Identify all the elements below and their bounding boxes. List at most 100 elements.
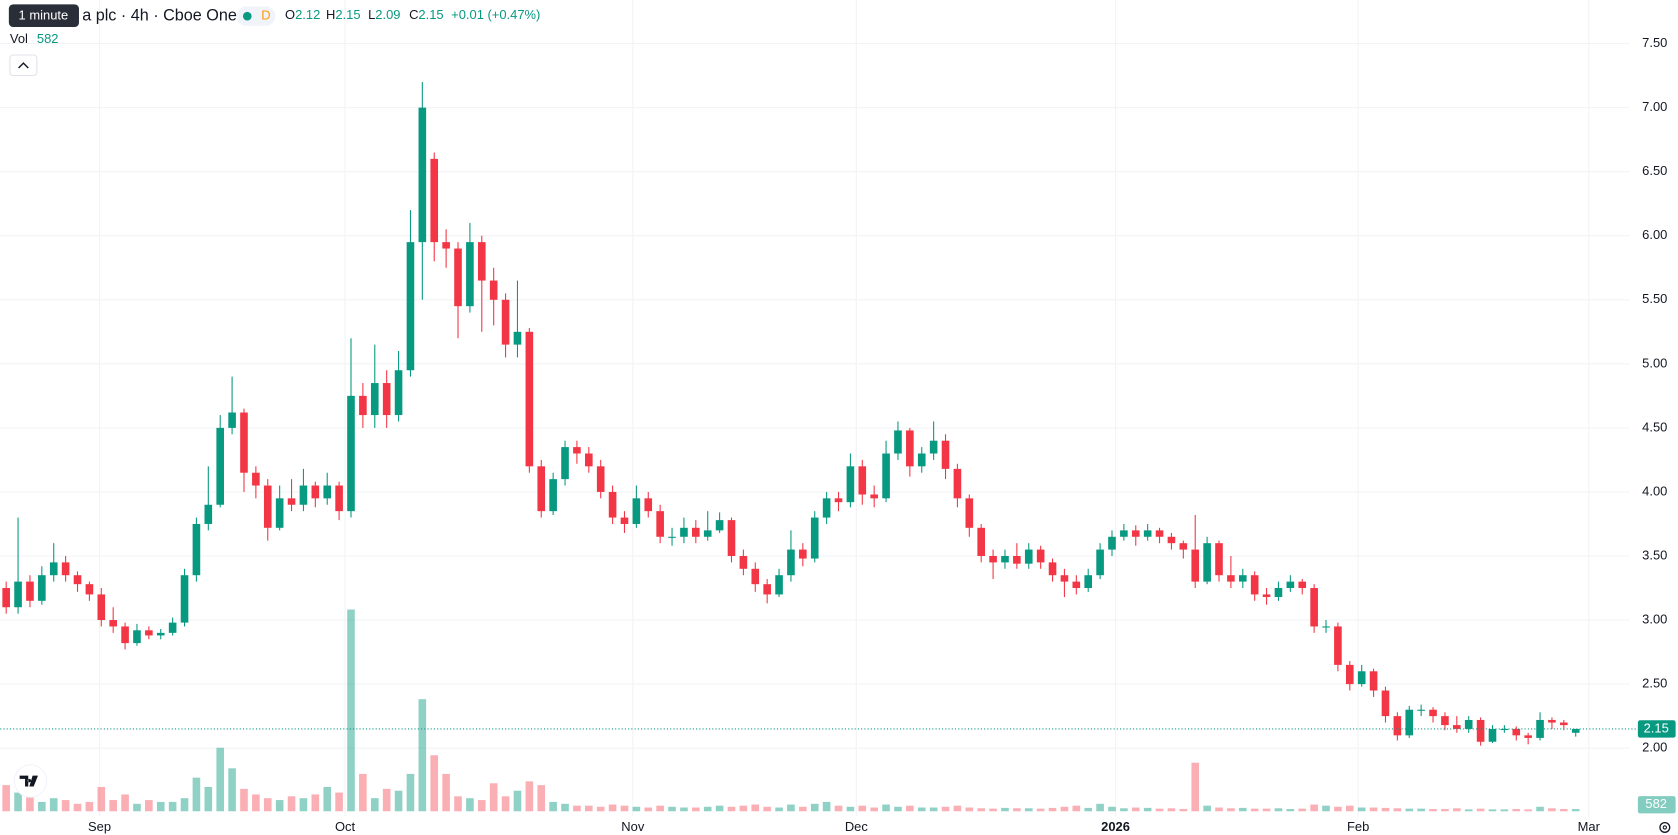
candle-body <box>121 626 129 644</box>
volume-value: 582 <box>37 31 59 46</box>
volume-bar <box>537 785 546 812</box>
volume-bar <box>608 804 617 812</box>
volume-bar <box>573 805 581 812</box>
candle-body <box>359 395 367 416</box>
volume-bar <box>406 773 415 812</box>
volume-bar <box>1357 807 1366 812</box>
settings-icon[interactable] <box>1659 821 1671 833</box>
ohlc-value: 2.09 <box>375 8 400 23</box>
volume-bar <box>216 747 225 812</box>
volume-bar <box>513 790 522 812</box>
volume-bar <box>703 806 712 812</box>
candle-body <box>703 530 712 537</box>
volume-bar <box>763 806 771 812</box>
candle-body <box>1286 581 1295 589</box>
candle-body <box>1453 725 1461 729</box>
candle-body <box>822 498 831 518</box>
candle-body <box>311 485 320 499</box>
candle-body <box>228 412 236 428</box>
candle-body <box>1322 626 1330 628</box>
candle-body <box>275 498 284 528</box>
x-tick-label: Dec <box>845 819 869 834</box>
volume-bar <box>73 803 82 812</box>
volume-bar <box>1548 808 1556 812</box>
volume-bar <box>1322 805 1330 812</box>
volume-bar <box>1369 807 1378 812</box>
volume-bar <box>477 800 486 812</box>
collapse-icon <box>18 62 29 69</box>
candle-body <box>596 466 605 492</box>
volume-bar <box>846 806 855 812</box>
candle-body <box>1393 716 1402 736</box>
candle-body <box>109 620 117 627</box>
volume-bar <box>466 798 474 812</box>
volume-bar <box>787 804 795 812</box>
candle-body <box>929 440 938 454</box>
candle-body <box>1013 555 1021 564</box>
candle-body <box>965 498 974 528</box>
last-price-label: 2.15 <box>1644 720 1669 735</box>
volume-bar <box>644 807 653 812</box>
candle-body <box>1215 543 1223 576</box>
candle-body <box>180 575 189 623</box>
candle-body <box>1536 719 1544 738</box>
ohlc-value: 2.15 <box>418 8 443 23</box>
interval-pill[interactable] <box>236 6 276 26</box>
candle-body <box>1548 719 1556 723</box>
volume-bar <box>263 798 272 812</box>
tooltip <box>8 4 79 27</box>
collapse-button[interactable] <box>9 54 38 77</box>
volume-bar <box>192 777 201 812</box>
volume-label: Vol <box>10 31 28 46</box>
volume-bar <box>1500 809 1509 812</box>
candle-body <box>1227 575 1235 582</box>
candle-body <box>549 479 557 512</box>
volume-pane <box>2 609 1580 812</box>
volume-bar <box>620 805 629 812</box>
candle-body <box>1179 543 1188 550</box>
candle-body <box>525 331 534 467</box>
volume-bar <box>1024 808 1033 812</box>
candle-body <box>252 472 260 486</box>
volume-bar <box>989 808 997 812</box>
volume-bar <box>894 806 902 812</box>
candle-body <box>644 498 653 512</box>
candle-body <box>1334 626 1342 665</box>
volume-bar <box>1238 807 1247 812</box>
candle-body <box>953 468 962 499</box>
volume-legend: Vol 582 <box>10 31 59 46</box>
candle-body <box>1476 719 1485 742</box>
candle-body <box>418 107 427 243</box>
volume-bar <box>275 800 284 812</box>
volume-bar <box>156 801 165 812</box>
volume-bar <box>1215 807 1223 812</box>
status-dot <box>242 11 252 21</box>
volume-bar <box>359 773 367 812</box>
volume-bar <box>549 801 557 812</box>
x-tick-label: 2026 <box>1101 819 1130 834</box>
interval-badge[interactable]: D <box>261 8 270 23</box>
volume-bar <box>454 796 462 812</box>
volume-bar <box>1441 809 1449 812</box>
x-tick-label: Feb <box>1347 819 1369 834</box>
volume-bar <box>941 806 950 812</box>
candle-body <box>1120 530 1128 537</box>
volume-bar <box>382 788 391 812</box>
candle-body <box>858 466 867 495</box>
axes: 2.00 2.50 3.00 3.50 4.00 4.50 5.00 5.50 6.00 6.50… <box>0 35 1676 834</box>
volume-bar <box>834 805 843 812</box>
candle-body <box>1143 530 1152 537</box>
candle-body <box>61 562 70 576</box>
candle-body <box>668 536 676 538</box>
candle-body <box>263 485 272 528</box>
volume-bar <box>953 805 962 812</box>
volume-bar <box>14 792 22 812</box>
volume-bar <box>1060 806 1069 812</box>
candle-body <box>133 630 141 644</box>
candle-body <box>1345 664 1354 685</box>
volume-bar <box>822 801 831 812</box>
candle-body <box>810 517 819 559</box>
logo[interactable] <box>13 764 48 798</box>
volume-bar <box>692 807 700 812</box>
